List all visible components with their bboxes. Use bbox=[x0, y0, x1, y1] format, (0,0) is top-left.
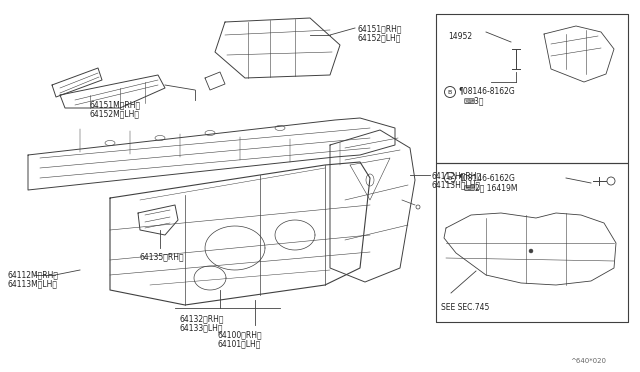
Text: 64151M〈RH〉: 64151M〈RH〉 bbox=[90, 100, 141, 109]
Text: 64101〈LH〉: 64101〈LH〉 bbox=[218, 339, 261, 348]
Text: B: B bbox=[448, 176, 452, 180]
Text: 14952: 14952 bbox=[448, 32, 472, 41]
Text: 64100〈RH〉: 64100〈RH〉 bbox=[218, 330, 262, 339]
Text: ¶08146-6162G: ¶08146-6162G bbox=[458, 173, 515, 182]
Text: 64113H〈LH〉: 64113H〈LH〉 bbox=[432, 180, 481, 189]
Text: 64152〈LH〉: 64152〈LH〉 bbox=[358, 33, 401, 42]
Text: 64112M〈RH〉: 64112M〈RH〉 bbox=[8, 270, 59, 279]
Text: 64112H〈RH〉: 64112H〈RH〉 bbox=[432, 171, 482, 180]
Text: 64113M〈LH〉: 64113M〈LH〉 bbox=[8, 279, 58, 288]
Text: ^640*020: ^640*020 bbox=[570, 358, 606, 364]
Text: ¶08146-8162G: ¶08146-8162G bbox=[458, 86, 515, 95]
Text: SEE SEC.745: SEE SEC.745 bbox=[441, 303, 490, 312]
Text: B: B bbox=[448, 90, 452, 94]
Text: 64151〈RH〉: 64151〈RH〉 bbox=[358, 24, 403, 33]
Circle shape bbox=[529, 249, 533, 253]
Text: ⌨2〈 16419M: ⌨2〈 16419M bbox=[464, 183, 518, 192]
Text: 64135〈RH〉: 64135〈RH〉 bbox=[140, 252, 184, 261]
Text: 64133〈LH〉: 64133〈LH〉 bbox=[180, 323, 223, 332]
Text: 64152M〈LH〉: 64152M〈LH〉 bbox=[90, 109, 140, 118]
Text: ⌨3〈: ⌨3〈 bbox=[464, 96, 484, 105]
Text: 64132〈RH〉: 64132〈RH〉 bbox=[180, 314, 225, 323]
